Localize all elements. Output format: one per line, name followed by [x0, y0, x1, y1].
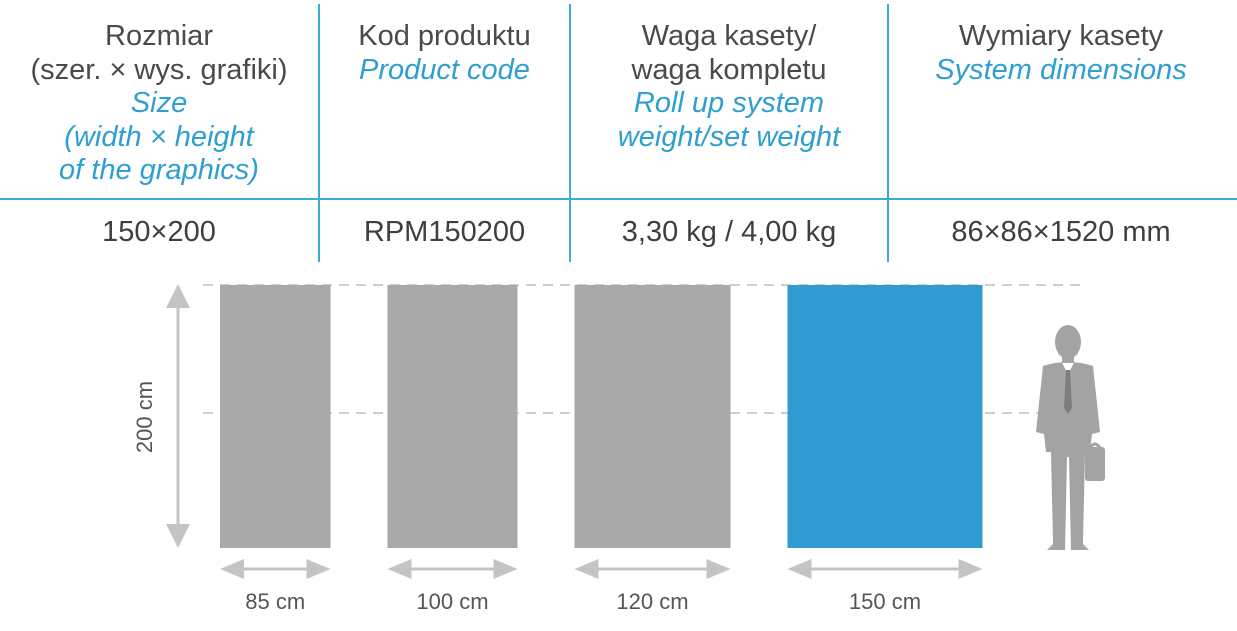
banner [574, 285, 731, 548]
width-label: 120 cm [616, 589, 688, 614]
column-divider [318, 4, 320, 262]
width-arrowhead [387, 559, 412, 579]
height-label: 200 cm [132, 381, 157, 453]
banner-highlighted [787, 285, 983, 548]
width-arrowhead [706, 559, 731, 579]
width-arrowhead [493, 559, 518, 579]
column-header: Rozmiar (szer. × wys. grafiki) Size (wid… [0, 20, 318, 188]
column-header: Wymiary kasety System dimensions [889, 20, 1233, 87]
width-label: 85 cm [245, 589, 305, 614]
column-value: 3,30 kg / 4,00 kg [621, 216, 837, 248]
column-product-code: Kod produktu Product code RPM150200 [320, 0, 569, 262]
column-size: Rozmiar (szer. × wys. grafiki) Size (wid… [0, 0, 318, 262]
banners-group: 85 cm 100 cm 120 cm 150 cm [220, 285, 983, 614]
column-header: Kod produktu Product code [320, 20, 569, 87]
column-value: 150×200 [102, 216, 216, 248]
column-divider [569, 4, 571, 262]
header-divider [0, 198, 1237, 200]
header-pl-line: (szer. × wys. grafiki) [30, 53, 288, 86]
header-en-line: Product code [359, 53, 530, 86]
width-arrowhead [574, 559, 599, 579]
header-en-line: Roll up system [633, 87, 825, 119]
width-label: 150 cm [849, 589, 921, 614]
size-diagram-svg: 200 cm 85 cm 100 cm 120 cm 150 cm [132, 284, 1105, 614]
width-arrowhead [220, 559, 244, 579]
header-pl-line: Kod produktu [358, 20, 531, 52]
column-weight: Waga kasety/ waga kompletu Roll up syste… [571, 0, 887, 262]
height-arrow [166, 284, 190, 548]
width-arrowhead [306, 559, 331, 579]
header-en-line: weight/set weight [617, 120, 841, 153]
header-en-line: Size [130, 87, 188, 119]
businessman-silhouette-icon [1036, 325, 1105, 550]
banner [220, 285, 331, 548]
column-dimensions: Wymiary kasety System dimensions 86×86×1… [889, 0, 1233, 262]
header-en-line: of the graphics) [59, 154, 259, 186]
banner [387, 285, 518, 548]
column-header: Waga kasety/ waga kompletu Roll up syste… [571, 20, 887, 154]
header-pl-line: Rozmiar [105, 20, 213, 52]
column-value: RPM150200 [363, 216, 526, 248]
column-divider [887, 4, 889, 262]
header-pl-line: Wymiary kasety [958, 20, 1164, 52]
spec-table: Rozmiar (szer. × wys. grafiki) Size (wid… [0, 0, 1237, 262]
width-arrowhead [787, 559, 812, 579]
header-pl-line: Waga kasety/ [641, 20, 817, 52]
column-value: 86×86×1520 mm [951, 216, 1171, 248]
width-arrowhead [958, 559, 983, 579]
header-pl-line: waga kompletu [631, 53, 827, 86]
size-diagram: 200 cm 85 cm 100 cm 120 cm 150 cm [0, 262, 1237, 631]
header-en-line: (width × height [64, 120, 254, 153]
header-en-line: System dimensions [935, 53, 1187, 86]
width-label: 100 cm [416, 589, 488, 614]
